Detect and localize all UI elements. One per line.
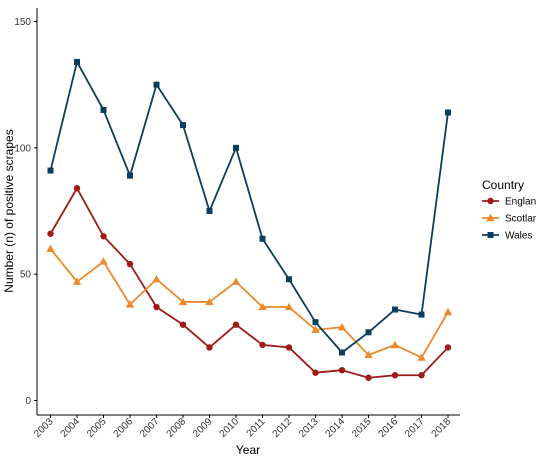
data-point-england bbox=[153, 303, 160, 311]
series-layer bbox=[46, 58, 453, 381]
legend-item-scotland: Scotland bbox=[482, 214, 536, 225]
x-tick-label: 2017 bbox=[403, 416, 427, 440]
legend-items: England Scotland Wales bbox=[482, 197, 536, 242]
data-point-wales bbox=[445, 109, 451, 116]
data-point-wales bbox=[100, 106, 107, 113]
series-wales bbox=[47, 58, 451, 356]
data-point-england bbox=[206, 344, 213, 351]
data-point-wales bbox=[312, 319, 319, 326]
data-point-scotland bbox=[364, 350, 373, 359]
data-point-scotland bbox=[125, 300, 135, 308]
data-point-wales bbox=[339, 349, 345, 356]
x-tick-label: 2015 bbox=[350, 416, 374, 440]
data-point-england bbox=[232, 321, 240, 328]
data-point-scotland bbox=[417, 353, 426, 361]
data-point-england bbox=[179, 321, 187, 328]
data-point-england bbox=[338, 366, 346, 374]
axes bbox=[36, 8, 460, 416]
data-point-england bbox=[444, 344, 452, 351]
data-point-england bbox=[391, 372, 399, 379]
data-point-wales bbox=[206, 208, 213, 214]
series-line-england bbox=[49, 187, 449, 379]
data-point-scotland bbox=[178, 297, 188, 306]
data-point-wales bbox=[286, 276, 292, 283]
data-point-wales bbox=[392, 306, 398, 313]
data-point-england bbox=[100, 233, 107, 240]
legend-marker-england bbox=[487, 197, 494, 205]
legend: Country England Scotland Wales bbox=[482, 178, 536, 242]
data-point-england bbox=[285, 344, 293, 351]
data-point-scotland bbox=[99, 257, 108, 265]
x-tick-label: 2009 bbox=[191, 416, 215, 440]
legend-marker-wales bbox=[487, 232, 494, 238]
x-tick-label: 2010 bbox=[218, 416, 242, 440]
data-point-wales bbox=[74, 58, 80, 65]
x-tick-label: 2018 bbox=[430, 416, 454, 440]
y-tick-label: 0 bbox=[25, 396, 31, 407]
legend-item-wales: Wales bbox=[482, 231, 532, 242]
data-point-england bbox=[47, 230, 54, 237]
data-point-wales bbox=[259, 235, 266, 242]
legend-label: England bbox=[505, 197, 536, 208]
series-scotland bbox=[46, 244, 453, 361]
x-tick-label: 2008 bbox=[165, 416, 189, 440]
data-point-scotland bbox=[72, 277, 82, 285]
data-point-wales bbox=[365, 329, 372, 336]
data-point-scotland bbox=[284, 302, 294, 311]
x-axis-title: Year bbox=[236, 443, 260, 457]
data-point-england bbox=[126, 260, 134, 268]
data-point-wales bbox=[47, 167, 54, 174]
y-ticks: 0 50 100 150 bbox=[14, 17, 37, 407]
data-point-england bbox=[73, 185, 81, 192]
y-tick-label: 50 bbox=[20, 270, 32, 281]
data-point-scotland bbox=[231, 277, 241, 285]
data-point-wales bbox=[233, 144, 239, 151]
data-point-england bbox=[365, 374, 372, 381]
x-tick-label: 2014 bbox=[324, 416, 348, 440]
legend-title: Country bbox=[482, 178, 524, 192]
data-point-wales bbox=[418, 311, 425, 318]
series-line-wales bbox=[49, 61, 449, 354]
y-tick-label: 100 bbox=[14, 143, 31, 154]
x-tick-label: 2005 bbox=[85, 416, 109, 440]
data-point-scotland bbox=[337, 323, 347, 331]
data-point-wales bbox=[127, 172, 133, 179]
data-point-england bbox=[418, 372, 425, 379]
x-ticks: 2003 2004 2005 2006 2007 2008 2009 2010 2011 2012… bbox=[32, 415, 453, 440]
x-tick-label: 2016 bbox=[377, 416, 401, 440]
data-point-scotland bbox=[390, 340, 400, 349]
legend-marker-scotland bbox=[486, 213, 495, 222]
x-tick-label: 2006 bbox=[112, 416, 136, 440]
x-tick-label: 2011 bbox=[245, 416, 268, 439]
data-point-scotland bbox=[152, 275, 161, 283]
x-tick-label: 2003 bbox=[32, 416, 56, 440]
data-point-england bbox=[259, 341, 266, 349]
x-tick-label: 2004 bbox=[59, 416, 83, 440]
series-england bbox=[47, 185, 452, 381]
series-line-scotland bbox=[49, 248, 449, 359]
x-tick-label: 2012 bbox=[271, 416, 295, 440]
legend-label: Wales bbox=[505, 231, 532, 242]
data-point-scotland bbox=[205, 297, 214, 306]
y-tick-label: 150 bbox=[14, 17, 31, 28]
legend-label: Scotland bbox=[505, 214, 536, 225]
data-point-scotland bbox=[46, 244, 55, 253]
data-point-england bbox=[312, 369, 319, 376]
legend-item-england: England bbox=[482, 197, 536, 208]
data-point-scotland bbox=[443, 307, 453, 316]
x-tick-label: 2013 bbox=[297, 416, 321, 440]
data-point-wales bbox=[153, 81, 160, 88]
data-point-scotland bbox=[258, 302, 267, 311]
data-point-wales bbox=[180, 122, 186, 129]
x-tick-label: 2007 bbox=[138, 416, 162, 440]
data-point-scotland bbox=[311, 325, 320, 333]
y-axis-title: Number (n) of positive scrapes bbox=[2, 129, 16, 292]
